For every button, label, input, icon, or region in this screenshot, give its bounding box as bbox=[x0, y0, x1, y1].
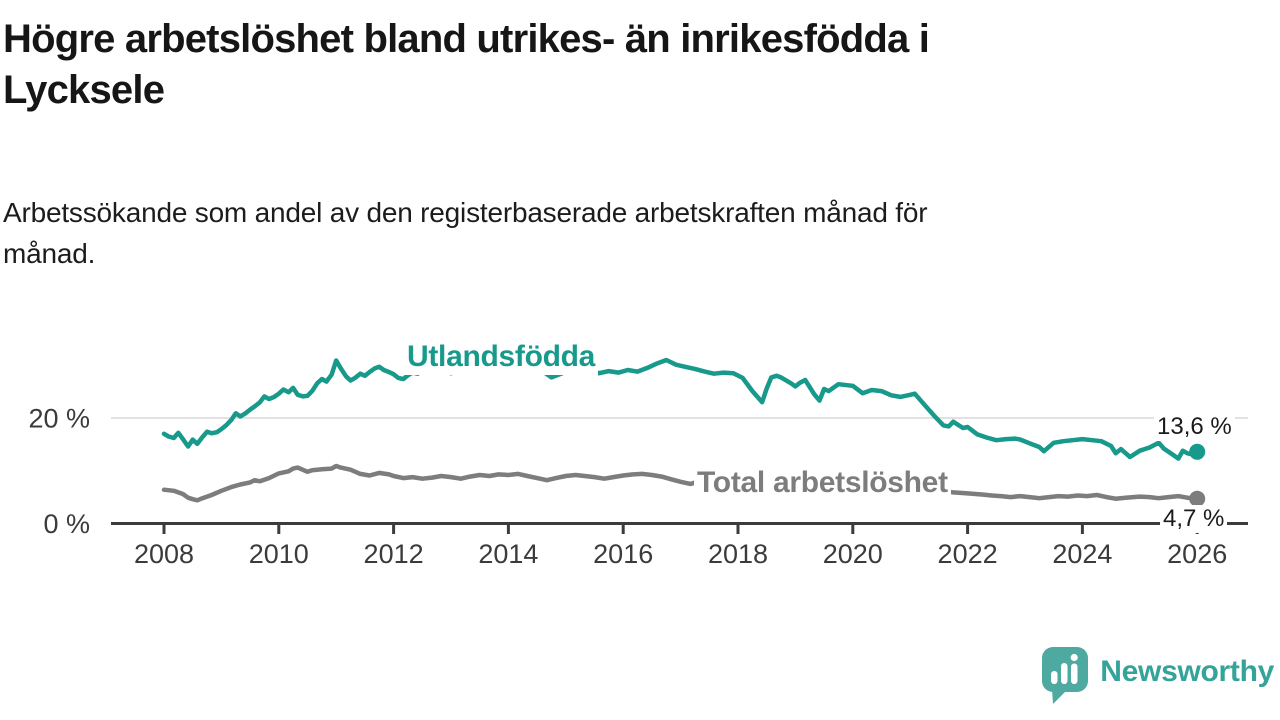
end-dot-total bbox=[1189, 490, 1206, 507]
newsworthy-branding: Newsworthy bbox=[1041, 646, 1274, 706]
x-tick-label-2010: 2010 bbox=[249, 539, 309, 569]
x-tick-label-2014: 2014 bbox=[478, 539, 538, 569]
series-line-total bbox=[161, 463, 1200, 503]
series-label-total-arbetsloshet: Total arbetslöshet bbox=[694, 465, 951, 501]
logo-bar-small bbox=[1051, 671, 1058, 684]
end-dot-utlandsfodda bbox=[1189, 443, 1206, 460]
newsworthy-logo-icon bbox=[1042, 647, 1089, 704]
chart-subtitle: Arbetssökande som andel av den registerb… bbox=[3, 192, 928, 274]
y-tick-label-20: 20 % bbox=[28, 404, 90, 434]
title-line-1: Högre arbetslöshet bland utrikes- än inr… bbox=[3, 17, 930, 61]
page-title: Högre arbetslöshet bland utrikes- än inr… bbox=[3, 14, 930, 116]
end-value-label-total: 4,7 % bbox=[1160, 505, 1228, 533]
x-tick-label-2018: 2018 bbox=[708, 539, 768, 569]
title-line-2: Lycksele bbox=[3, 68, 165, 112]
end-value-label-utlandsfodda: 13,6 % bbox=[1154, 413, 1235, 441]
x-tick-label-2024: 2024 bbox=[1052, 539, 1112, 569]
logo-bar-medium bbox=[1061, 663, 1068, 684]
logo-exclamation-dot bbox=[1070, 653, 1079, 662]
x-tick-label-2008: 2008 bbox=[134, 539, 194, 569]
x-tick-label-2020: 2020 bbox=[823, 539, 883, 569]
series-line-utlandsfodda bbox=[161, 357, 1200, 461]
x-tick-label-2016: 2016 bbox=[593, 539, 653, 569]
subtitle-line-1: Arbetssökande som andel av den registerb… bbox=[3, 197, 928, 228]
subtitle-line-2: månad. bbox=[3, 238, 96, 269]
x-tick-label-2026: 2026 bbox=[1167, 539, 1227, 569]
logo-bar-tall bbox=[1071, 663, 1078, 684]
newsworthy-wordmark: Newsworthy bbox=[1100, 655, 1274, 688]
series-label-utlandsfodda: Utlandsfödda bbox=[404, 339, 599, 375]
x-tick-label-2022: 2022 bbox=[938, 539, 998, 569]
x-tick-label-2012: 2012 bbox=[364, 539, 424, 569]
y-tick-label-0: 0 % bbox=[43, 509, 90, 539]
logo-bubble-tail bbox=[1052, 689, 1069, 704]
